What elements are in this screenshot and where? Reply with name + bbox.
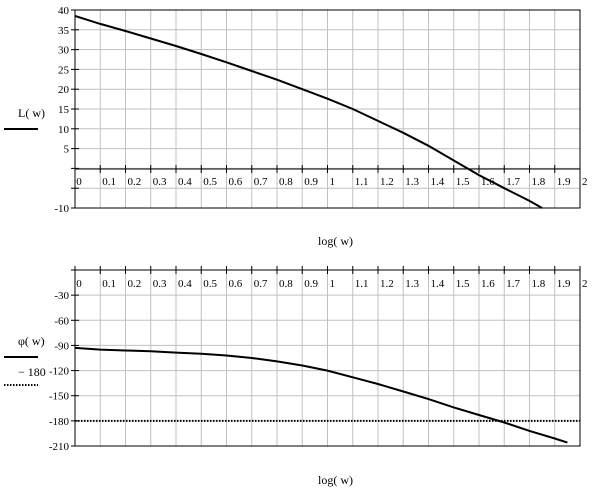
magnitude-x-tick-label: 1.8 [532, 176, 546, 188]
magnitude-y-tick-label: 20 [58, 84, 70, 96]
phase-x-tick-label: 1.1 [355, 278, 369, 290]
magnitude-y-tick-label: 10 [58, 124, 70, 136]
magnitude-y-tick-labels: 40 35 30 25 20 15 10 5 -10 [54, 5, 69, 215]
magnitude-x-tick-label: 1.1 [355, 176, 369, 188]
magnitude-x-tick-label: 0.7 [254, 176, 268, 188]
phase-y-tick-label: -30 [54, 290, 69, 302]
magnitude-x-tick-label: 0.9 [304, 176, 318, 188]
magnitude-x-tick-label: 0 [76, 176, 82, 188]
magnitude-x-tick-label: 0.6 [229, 176, 243, 188]
magnitude-x-tick-label: 0.4 [178, 176, 192, 188]
magnitude-legend-label-0: L( w) [18, 106, 45, 120]
phase-x-axis-label: log( w) [318, 473, 353, 487]
phase-y-tick-labels: -30 -60 -90 -120 -150 -180 -210 [49, 290, 70, 453]
magnitude-legend: L( w) [4, 106, 45, 130]
phase-x-tick-label: 0.5 [203, 278, 217, 290]
phase-x-tick-label: 0.6 [229, 278, 243, 290]
phase-legend-label-0: φ( w) [18, 334, 45, 348]
magnitude-x-tick-label: 1 [330, 176, 336, 188]
phase-x-tick-label: 0.8 [279, 278, 293, 290]
magnitude-plot: 40 35 30 25 20 15 10 5 -10 0 0.1 0.2 0.3 0.4 0.5 0.6 0.… [4, 5, 588, 248]
phase-x-tick-label: 1.4 [431, 278, 445, 290]
phase-x-tick-label: 1.3 [405, 278, 419, 290]
magnitude-y-tick-label: 5 [64, 144, 70, 156]
phase-x-tick-label: 2 [582, 278, 588, 290]
phase-x-tick-label: 1.9 [557, 278, 571, 290]
magnitude-y-tick-label: 30 [58, 45, 70, 57]
magnitude-y-tick-label: 15 [58, 104, 70, 116]
phase-x-tick-label: 0.2 [128, 278, 142, 290]
phase-x-tick-label: 0.3 [153, 278, 167, 290]
magnitude-axes [71, 9, 581, 209]
phase-plot: -30-60-90-120-150-180-210 0 0.1 0.2 0.3 0.4 0… [4, 266, 588, 487]
magnitude-x-tick-label: 0.2 [128, 176, 142, 188]
magnitude-x-tick-label: 2 [582, 176, 588, 188]
magnitude-x-tick-label: 1.4 [431, 176, 445, 188]
phase-x-tick-labels: 0 0.1 0.2 0.3 0.4 0.5 0.6 0.7 0.8 0.9 1 1.1 1.2 1.3 1.… [76, 278, 587, 290]
magnitude-x-tick-label: 1.3 [405, 176, 419, 188]
phase-legend-label-1: − 180 [18, 365, 46, 379]
magnitude-y-tick-label: 40 [58, 5, 70, 17]
phase-y-tick-label: -120 [49, 366, 70, 378]
magnitude-x-tick-label: 0.5 [203, 176, 217, 188]
phase-y-tick-label: -150 [49, 391, 70, 403]
phase-x-tick-label: 0.4 [178, 278, 192, 290]
phase-axes [71, 266, 581, 447]
phase-y-tick-label: -180 [49, 416, 70, 428]
phase-series [74, 346, 580, 444]
magnitude-x-tick-label: 1.9 [557, 176, 571, 188]
magnitude-x-tick-label: 1.7 [506, 176, 520, 188]
magnitude-y-tick-label: 35 [58, 25, 70, 37]
magnitude-x-axis-label: log( w) [318, 234, 353, 248]
magnitude-x-tick-label: 0.3 [153, 176, 167, 188]
magnitude-x-tick-label: 0.1 [102, 176, 116, 188]
magnitude-x-tick-label: 1.5 [456, 176, 470, 188]
phase-y-tick-label: -210 [49, 441, 70, 453]
phase-x-tick-label: 1.6 [481, 278, 495, 290]
phase-legend: φ( w) − 180 [4, 334, 46, 386]
magnitude-series-line-0 [74, 14, 543, 209]
magnitude-y-tick-label: 25 [58, 64, 70, 76]
phase-x-tick-label: 1.5 [456, 278, 470, 290]
magnitude-x-tick-label: 1.2 [380, 176, 394, 188]
magnitude-series [74, 14, 543, 209]
phase-x-tick-label: 0 [76, 278, 82, 290]
phase-y-tick-label: -60 [54, 315, 69, 327]
phase-x-tick-label: 1.7 [506, 278, 520, 290]
magnitude-x-tick-label: 0.8 [279, 176, 293, 188]
magnitude-y-tick-label: -10 [54, 203, 69, 215]
phase-y-tick-label: -90 [54, 340, 69, 352]
magnitude-grid [74, 9, 581, 209]
phase-x-tick-label: 1.2 [380, 278, 394, 290]
phase-x-tick-label: 0.7 [254, 278, 268, 290]
phase-x-tick-label: 0.9 [304, 278, 318, 290]
phase-x-tick-label: 1.8 [532, 278, 546, 290]
phase-x-tick-label: 1 [330, 278, 336, 290]
phase-grid [74, 269, 581, 447]
phase-x-tick-label: 0.1 [102, 278, 116, 290]
magnitude-x-tick-labels: 0 0.1 0.2 0.3 0.4 0.5 0.6 0.7 0.8 0.9 1 1.1 1.2 1.3 1.… [76, 176, 587, 188]
